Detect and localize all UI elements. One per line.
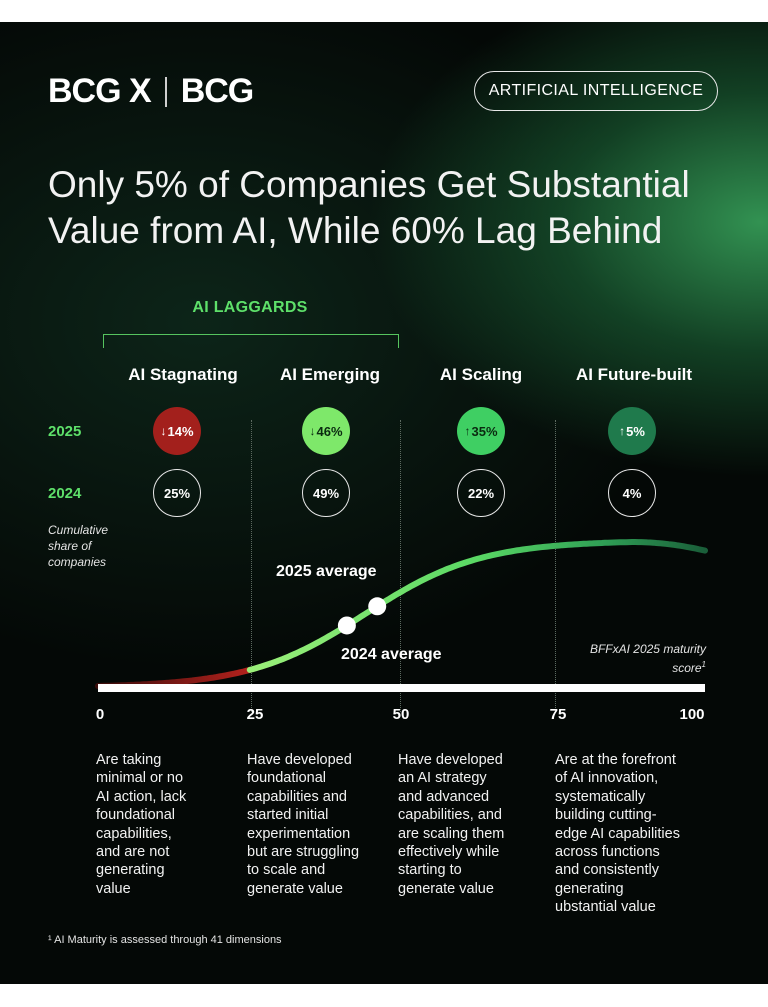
average-2024-marker (337, 616, 356, 635)
description-line: ubstantial value (555, 899, 656, 916)
description-line: systematically (555, 788, 646, 805)
arrow-up-icon: ↑ (619, 424, 626, 438)
year-label-2025: 2025 (48, 423, 82, 440)
description-line: capabilities and (247, 788, 347, 805)
description-futurebuilt: Are at the forefront of AI innovation, sys… (555, 751, 705, 917)
x-axis-label-footnote-mark: 1 (701, 660, 706, 669)
description-line: minimal or no (96, 770, 184, 787)
curve-segment-emerging-onward (246, 539, 708, 673)
category-title-futurebuilt: AI Future-built (575, 365, 693, 384)
category-title-emerging: AI Emerging (279, 365, 381, 384)
description-line: value (96, 880, 131, 897)
description-line: experimentation (247, 825, 351, 842)
maturity-curve-chart (95, 539, 708, 692)
bcg-logo: BCG X BCG (48, 72, 255, 111)
bcg-logo-text: BCG (180, 72, 255, 110)
description-emerging: Have developed foundational capabilities a… (247, 751, 387, 898)
share-2024-emerging: 49% (302, 469, 350, 517)
category-title-stagnating: AI Stagnating (128, 365, 238, 384)
x-tick-0: 0 (95, 706, 105, 723)
description-line: capabilities, and (398, 807, 502, 824)
share-2024-futurebuilt: 4% (608, 469, 656, 517)
x-axis-label: BFFxAI 2025 maturity score1 (560, 641, 706, 676)
description-line: generate value (247, 880, 343, 897)
x-axis-label-text: BFFxAI 2025 maturity score (589, 642, 706, 675)
category-title-scaling: AI Scaling (439, 365, 523, 384)
description-line: foundational (247, 770, 327, 787)
description-line: foundational (96, 807, 176, 824)
description-line: AI action, lack (96, 788, 187, 805)
description-line: generating (96, 862, 165, 879)
share-2025-value: 14% (167, 423, 194, 439)
bcg-x-logo-text: BCG X (48, 72, 152, 110)
average-2025-marker (368, 597, 387, 616)
y-axis-label: Cumulative share of companies (48, 523, 109, 569)
average-2025-label: 2025 average (276, 563, 377, 580)
description-line: and advanced (398, 788, 490, 805)
title-line-1: Only 5% of Companies Get Substantial (48, 164, 690, 205)
infographic-card: BCG X BCG ARTIFICIAL INTELLIGENCE Only 5… (0, 22, 768, 984)
divider-75 (555, 420, 556, 712)
arrow-up-icon: ↑ (464, 424, 471, 438)
x-tick-100: 100 (679, 706, 705, 723)
description-line: capabilities, (96, 825, 172, 842)
description-line: Have developed (398, 752, 503, 768)
share-2025-scaling: ↑ 35% (457, 407, 505, 455)
description-line: Are at the forefront (555, 752, 676, 768)
description-line: starting to (398, 862, 462, 879)
description-line: across functions (555, 844, 660, 861)
share-2025-emerging: ↓ 46% (302, 407, 350, 455)
description-stagnating: Are taking minimal or no AI action, lack fo… (96, 751, 236, 898)
page-title: Only 5% of Companies Get Substantial Val… (48, 162, 748, 254)
x-tick-50: 50 (392, 706, 410, 723)
description-line: an AI strategy (398, 770, 487, 787)
share-2025-value: 46% (316, 423, 343, 439)
description-line: generate value (398, 880, 494, 897)
laggards-bracket (103, 334, 399, 348)
share-2024-scaling: 22% (457, 469, 505, 517)
average-2024-label: 2024 average (341, 646, 442, 663)
description-line: generating (555, 880, 624, 897)
description-line: and consistently (555, 862, 659, 879)
laggards-label: AI LAGGARDS (192, 299, 308, 316)
description-line: effectively while (398, 844, 500, 861)
footnote: ¹ AI Maturity is assessed through 41 dim… (48, 934, 282, 946)
description-line: but are struggling (247, 844, 360, 861)
description-line: of AI innovation, (555, 770, 659, 787)
curve-segment-stagnating (95, 666, 253, 689)
share-2025-futurebuilt: ↑ 5% (608, 407, 656, 455)
logo-separator (164, 76, 167, 107)
year-label-2024: 2024 (48, 485, 82, 502)
description-line: and are not (96, 844, 170, 861)
description-line: to scale and (247, 862, 326, 879)
share-2025-value: 5% (626, 423, 645, 439)
description-line: Are taking (96, 752, 162, 768)
description-line: are scaling them (398, 825, 505, 842)
x-tick-75: 75 (549, 706, 567, 723)
description-scaling: Have developed an AI strategy and advanced… (398, 751, 538, 898)
share-2025-value: 35% (471, 423, 498, 439)
arrow-down-icon: ↓ (309, 424, 316, 438)
x-tick-25: 25 (246, 706, 264, 723)
topic-tag: ARTIFICIAL INTELLIGENCE (474, 71, 718, 111)
divider-25 (251, 420, 252, 712)
arrow-down-icon: ↓ (160, 424, 167, 438)
title-line-2: Value from AI, While 60% Lag Behind (48, 210, 663, 251)
description-line: edge AI capabilities (555, 825, 680, 842)
description-line: building cutting- (555, 807, 657, 824)
description-line: started initial (247, 807, 329, 824)
share-2024-stagnating: 25% (153, 469, 201, 517)
divider-50 (400, 420, 401, 712)
share-2025-stagnating: ↓ 14% (153, 407, 201, 455)
x-axis-line (98, 684, 705, 692)
description-line: Have developed (247, 752, 352, 768)
